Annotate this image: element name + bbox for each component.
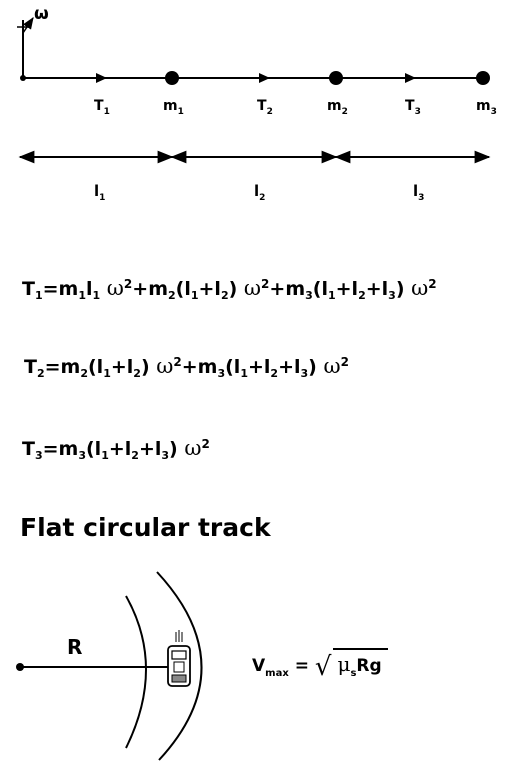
track-center-dot [16,663,24,671]
equation-T2: T2=m2(l1+l2) ω2+m3(l1+l2+l3) ω2 [24,354,349,380]
tension-arrow-2 [259,73,270,83]
length-label-2: l2 [254,182,265,203]
length-dimensions: l1 l2 l3 [18,150,491,203]
mass-2-dot [329,71,343,85]
section-heading: Flat circular track [20,513,271,542]
vmax-formula: Vmax = √ μsRg [252,648,388,682]
pivot-point [20,75,26,81]
rotation-axis: ω [17,4,49,78]
outer-track-edge [156,571,203,761]
omega-label: ω [34,4,49,24]
tension-arrow-3 [405,73,416,83]
car-icon [167,630,191,687]
equation-T3: T3=m3(l1+l2+l3) ω2 [22,436,210,462]
equation-T1: T1=m1l1 ω2+m2(l1+l2) ω2+m3(l1+l2+l3) ω2 [22,276,437,302]
mass-label-2: m2 [327,98,348,117]
tension-label-1: T1 [94,98,110,117]
mass-1-dot [165,71,179,85]
tension-label-3: T3 [405,98,421,117]
rod-labels: T1 T2 T3 m1 m2 m3 [94,98,497,117]
inner-track-edge [125,595,147,749]
mass-label-3: m3 [476,98,497,117]
tension-label-2: T2 [257,98,273,117]
length-label-1: l1 [94,182,105,203]
radius-label: R [67,635,82,659]
mass-3-dot [476,71,490,85]
circular-track: R [16,571,203,761]
rotating-rod [20,71,490,85]
length-label-3: l3 [413,182,424,203]
tension-arrow-1 [96,73,107,83]
mass-label-1: m1 [163,98,184,117]
